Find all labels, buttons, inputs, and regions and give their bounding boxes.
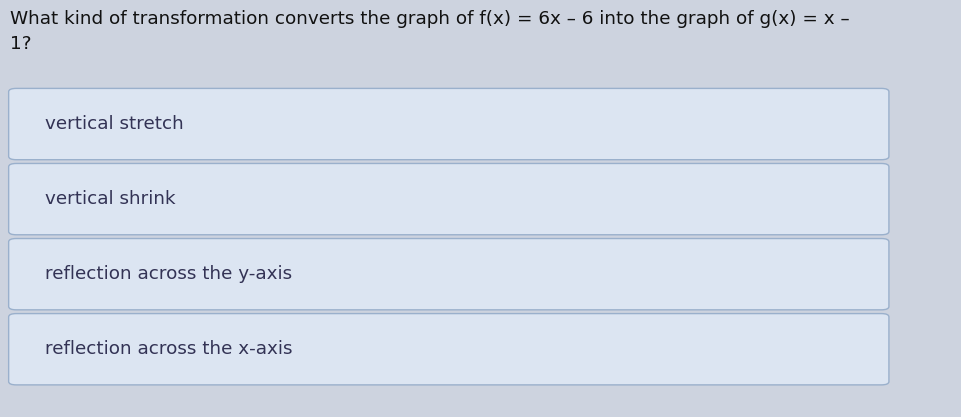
Text: reflection across the x-axis: reflection across the x-axis [45,340,293,358]
Text: vertical shrink: vertical shrink [45,190,176,208]
FancyBboxPatch shape [9,239,889,310]
FancyBboxPatch shape [9,88,889,160]
Text: reflection across the y-axis: reflection across the y-axis [45,265,292,283]
FancyBboxPatch shape [9,314,889,385]
FancyBboxPatch shape [9,163,889,235]
Text: vertical stretch: vertical stretch [45,115,184,133]
Text: What kind of transformation converts the graph of f(x) = 6x – 6 into the graph o: What kind of transformation converts the… [10,10,850,53]
